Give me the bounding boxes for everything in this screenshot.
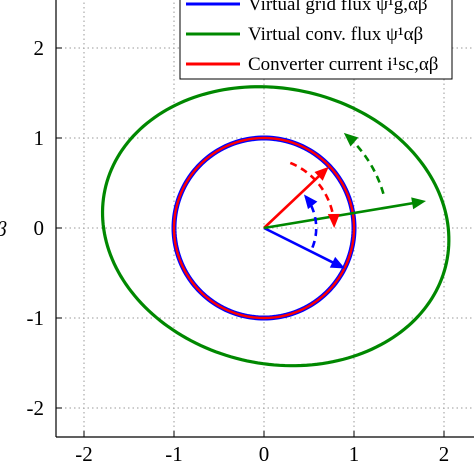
- legend-label-1: Virtual grid flux ψ¹g,αβ: [248, 0, 428, 15]
- legend-label-3: Converter current i¹sc,αβ: [248, 54, 438, 75]
- series-curve-3: [172, 136, 356, 320]
- y-tick-label: 2: [34, 36, 45, 60]
- rotation-arc-1: [304, 195, 318, 249]
- y-tick-label: 1: [34, 126, 45, 150]
- y-tick-label: -2: [27, 396, 45, 420]
- tick-labels: -2 -1 0 1 2 -2 -1 0 1 2: [27, 36, 450, 466]
- rotation-head-3: [343, 132, 359, 147]
- rotation-head-1: [303, 194, 318, 210]
- series-curve-2: [100, 85, 451, 368]
- vector-head-3: [411, 197, 426, 210]
- legend-box: [179, 0, 453, 80]
- vectors: [263, 166, 426, 269]
- vector-head-1: [329, 256, 345, 269]
- plot-area: [100, 85, 451, 368]
- x-tick-label: 0: [259, 442, 270, 466]
- x-tick-label: 1: [349, 442, 360, 466]
- x-tick-label: 2: [439, 442, 450, 466]
- x-tick-label: -2: [75, 442, 93, 466]
- vector-1: [263, 226, 337, 266]
- y-tick-label: -1: [27, 306, 45, 330]
- vector-3: [263, 201, 417, 230]
- y-tick-label: 0: [34, 216, 45, 240]
- vector-2: [263, 172, 323, 229]
- rotation-head-2: [327, 213, 340, 228]
- vector-head-2: [314, 166, 329, 181]
- rotation-arc-2: [289, 161, 336, 224]
- axes-frame: [55, 0, 474, 438]
- legend: Virtual grid flux ψ¹g,αβ Virtual conv. fl…: [179, 0, 453, 80]
- x-tick-label: -1: [165, 442, 183, 466]
- legend-label-2: Virtual conv. flux ψ¹αβ: [248, 24, 423, 45]
- rotation-arrows: [289, 132, 385, 249]
- y-axis-label: β: [0, 217, 7, 241]
